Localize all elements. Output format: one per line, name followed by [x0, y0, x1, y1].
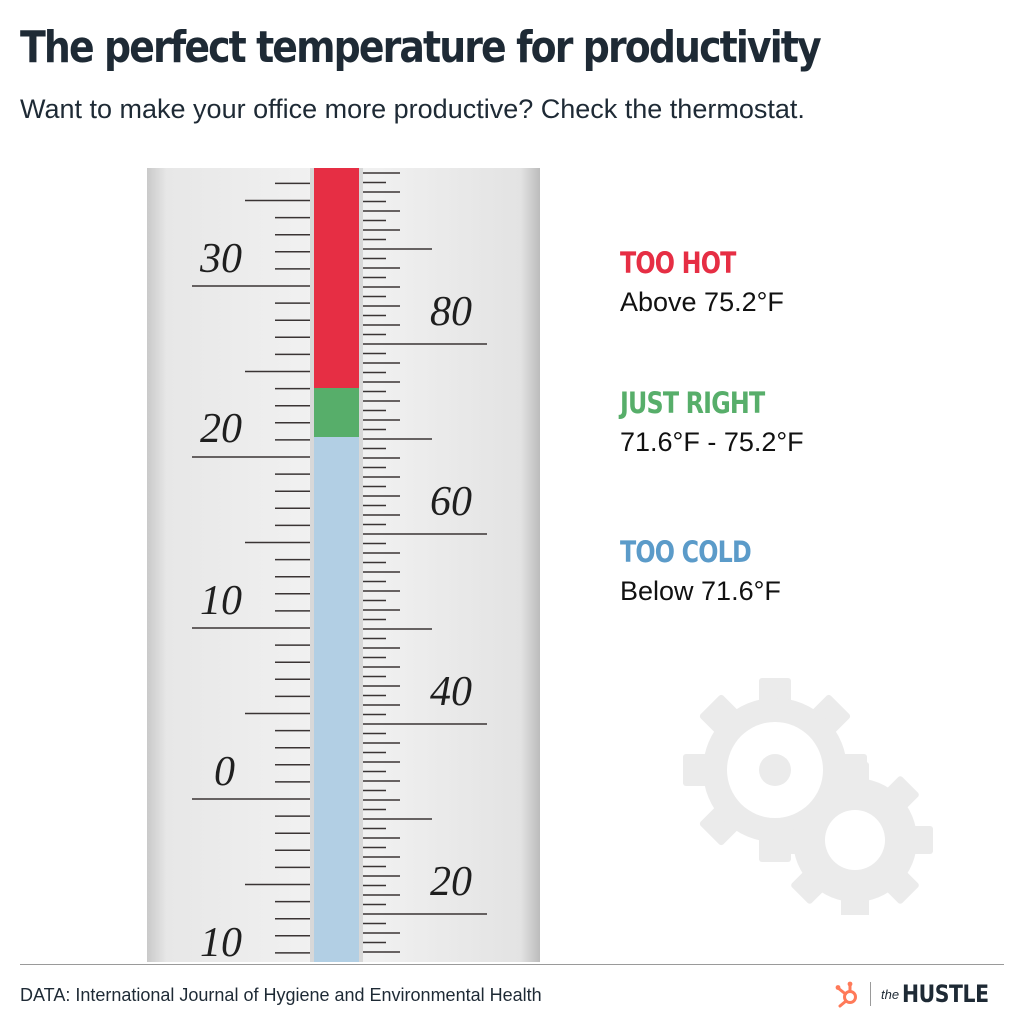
brand-name: HUSTLE [902, 980, 989, 1008]
fahrenheit-label: 80 [430, 289, 472, 335]
brand-logo: the HUSTLE [834, 980, 1004, 1008]
fahrenheit-label: 60 [430, 479, 472, 525]
gears-icon [683, 678, 933, 915]
legend-range: 71.6°F - 75.2°F [620, 427, 804, 457]
legend-label: JUST RIGHT [620, 386, 765, 420]
legend-label: TOO HOT [620, 246, 736, 280]
celsius-label: 20 [200, 406, 242, 452]
data-source: DATA: International Journal of Hygiene a… [20, 985, 542, 1005]
fahrenheit-scale-ticks [363, 172, 487, 953]
legend-just-right: JUST RIGHT 71.6°F - 75.2°F [620, 386, 804, 458]
mercury-tube [310, 168, 363, 962]
zone-too-hot [314, 168, 359, 388]
zone-just-right [314, 388, 359, 437]
fahrenheit-label: 20 [430, 859, 472, 905]
celsius-label: 0 [214, 749, 235, 795]
legend-too-hot: TOO HOT Above 75.2°F [620, 246, 784, 318]
celsius-label: 30 [199, 236, 242, 282]
hubspot-sprocket-icon [835, 981, 857, 1008]
legend-label: TOO COLD [620, 535, 752, 569]
zone-too-cold [314, 437, 359, 962]
brand-prefix: the [881, 986, 900, 1002]
celsius-scale-ticks [192, 182, 310, 954]
legend-too-cold: TOO COLD Below 71.6°F [620, 535, 781, 607]
celsius-label: 10 [200, 920, 242, 966]
legend-range: Above 75.2°F [620, 287, 784, 317]
legend-range: Below 71.6°F [620, 576, 781, 606]
celsius-label: 10 [200, 578, 242, 624]
page-title: The perfect temperature for productivity [20, 22, 822, 73]
brand-separator [870, 982, 871, 1006]
page-subtitle: Want to make your office more productive… [20, 94, 805, 124]
thermometer-illustration: 30 20 10 0 10 80 60 40 20 [147, 168, 540, 966]
fahrenheit-label: 40 [430, 669, 472, 715]
footer-divider [20, 964, 1004, 965]
